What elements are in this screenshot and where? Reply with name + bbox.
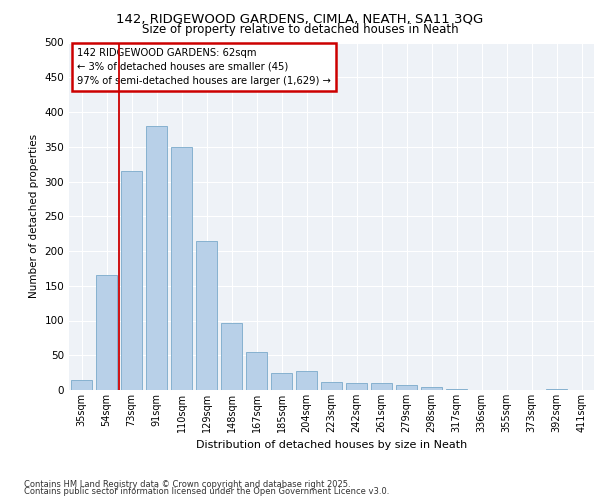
Bar	[96, 276, 117, 390]
Bar	[71, 380, 92, 390]
Bar	[296, 370, 317, 390]
Text: Contains public sector information licensed under the Open Government Licence v3: Contains public sector information licen…	[24, 487, 389, 496]
Bar	[346, 383, 367, 390]
Bar	[396, 385, 417, 390]
Text: Contains HM Land Registry data © Crown copyright and database right 2025.: Contains HM Land Registry data © Crown c…	[24, 480, 350, 489]
Y-axis label: Number of detached properties: Number of detached properties	[29, 134, 39, 298]
Text: 142 RIDGEWOOD GARDENS: 62sqm
← 3% of detached houses are smaller (45)
97% of sem: 142 RIDGEWOOD GARDENS: 62sqm ← 3% of det…	[77, 48, 331, 86]
Bar	[146, 126, 167, 390]
Bar	[371, 383, 392, 390]
Bar	[121, 171, 142, 390]
Bar	[321, 382, 342, 390]
Bar	[246, 352, 267, 390]
Bar	[271, 372, 292, 390]
Bar	[171, 147, 192, 390]
Bar	[196, 240, 217, 390]
X-axis label: Distribution of detached houses by size in Neath: Distribution of detached houses by size …	[196, 440, 467, 450]
Text: 142, RIDGEWOOD GARDENS, CIMLA, NEATH, SA11 3QG: 142, RIDGEWOOD GARDENS, CIMLA, NEATH, SA…	[116, 12, 484, 26]
Text: Size of property relative to detached houses in Neath: Size of property relative to detached ho…	[142, 22, 458, 36]
Bar	[421, 387, 442, 390]
Bar	[221, 322, 242, 390]
